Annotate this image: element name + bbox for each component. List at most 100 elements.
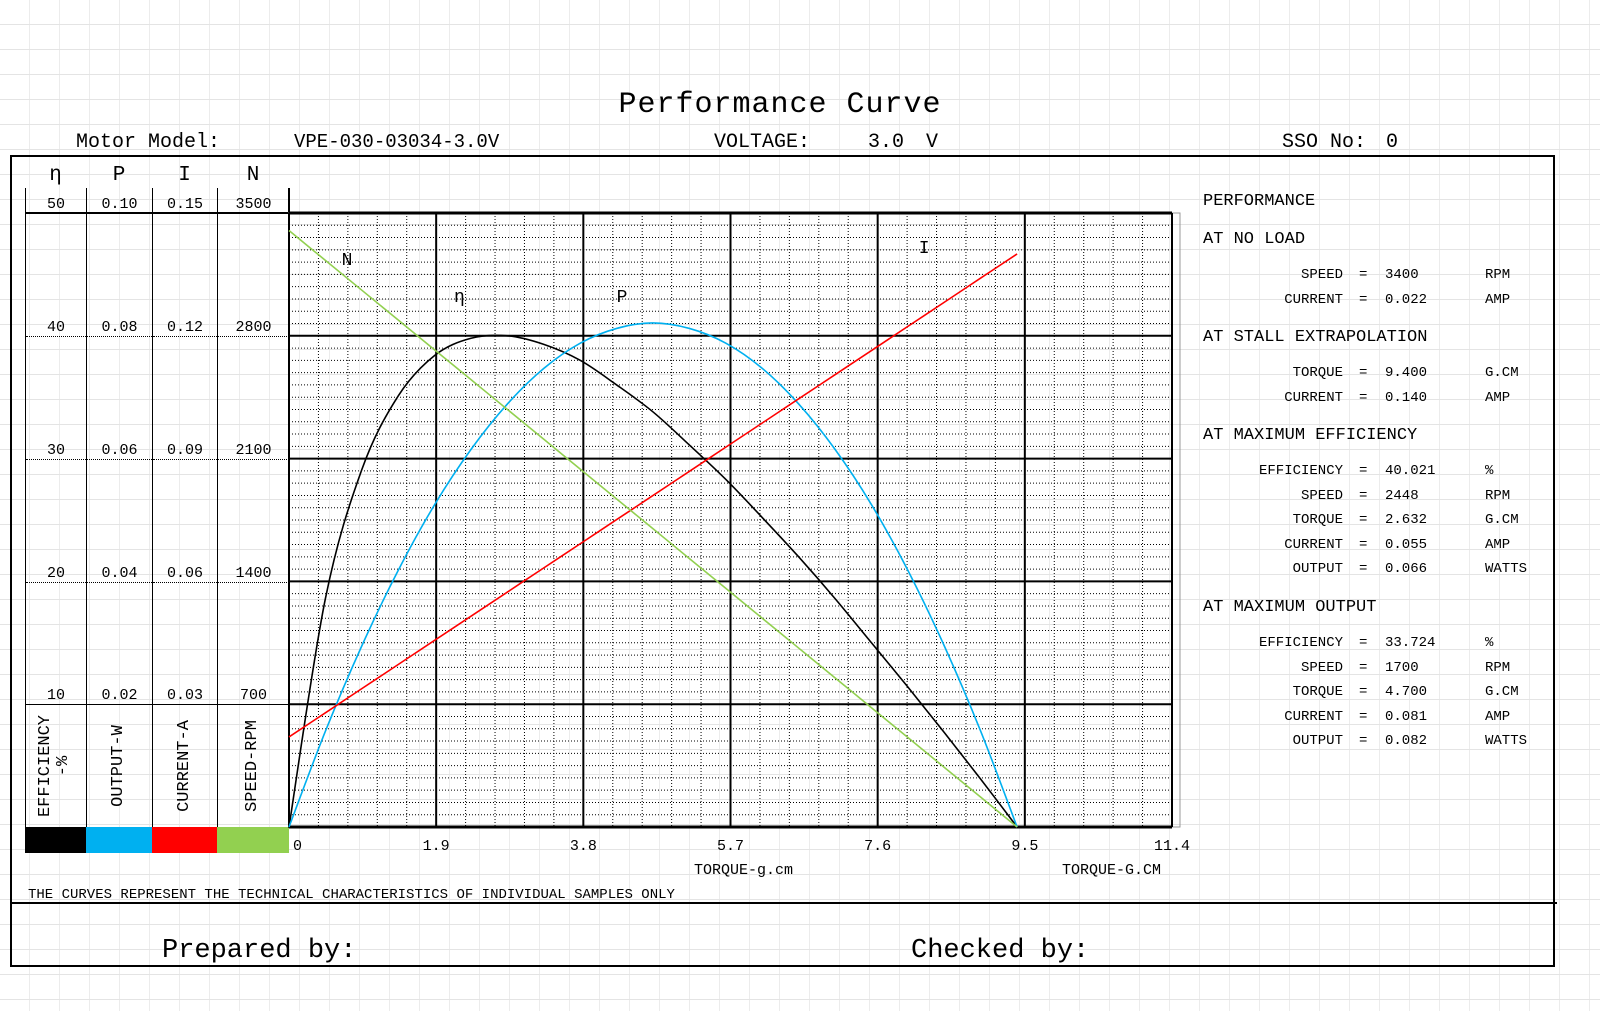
x-tick-label: 0 [293,838,302,855]
voltage-value: 3.0 [868,131,905,154]
axis-column-divider [25,188,26,827]
color-swatch-output [86,827,152,853]
prepared-by-label: Prepared by: [162,936,357,966]
section-title: AT MAXIMUM OUTPUT [1203,598,1377,617]
axis-tick-current: 0.09 [153,442,217,460]
voltage-unit: V [926,131,939,154]
x-tick-label: 9.5 [1011,838,1038,855]
series-line-output [288,322,1018,828]
metric-value: 40.021 [1385,463,1436,479]
axis-column-divider [152,188,153,827]
metric-label: SPEED [1300,267,1343,283]
axis-tick-output: 0.06 [87,442,152,460]
sso-value: 0 [1386,131,1399,154]
main-frame [10,155,1555,967]
x-tick-label: 11.4 [1154,838,1190,855]
metric-label: TORQUE [1292,512,1343,529]
sso-label: SSO No: [1282,131,1367,154]
axis-column-divider [217,188,218,827]
series-label-output: P [617,288,628,308]
metric-value: 4.700 [1385,684,1428,701]
motor-model-label: Motor Model: [76,131,221,154]
axis-column-divider [86,188,87,827]
series-label-speed: N [342,251,353,271]
metric-label: CURRENT [1284,389,1343,406]
axis-tick-efficiency: 30 [26,442,86,460]
metric-unit: RPM [1485,659,1511,676]
series-label-current: I [919,239,930,259]
voltage-label: VOLTAGE: [714,131,811,154]
metric-unit: AMP [1485,708,1511,725]
axis-tick-speed: 2100 [218,442,289,460]
x-axis-label-right: TORQUE-G.CM [1062,862,1162,879]
metric-equals: = [1359,267,1368,283]
x-tick-label: 1.9 [423,838,450,855]
metric-equals: = [1359,463,1368,479]
metric-equals: = [1359,291,1368,308]
metric-equals: = [1359,684,1368,701]
axis-top-rule [25,212,289,214]
metric-value: 2448 [1385,487,1419,504]
metric-label: CURRENT [1284,291,1343,308]
metric-value: 0.055 [1385,536,1428,553]
section-title: AT NO LOAD [1203,230,1306,249]
axis-tick-output: 0.04 [87,565,152,583]
section-title: AT MAXIMUM EFFICIENCY [1203,426,1418,445]
metric-label: OUTPUT [1292,561,1343,578]
checked-by-label: Checked by: [911,936,1090,966]
section-title: AT STALL EXTRAPOLATION [1203,328,1428,347]
x-tick-label: 7.6 [864,838,891,855]
metric-equals: = [1359,536,1368,553]
axis-tick-efficiency: 20 [26,565,86,583]
metric-equals: = [1359,561,1368,578]
metric-unit: G.CM [1485,684,1519,701]
footer-note: THE CURVES REPRESENT THE TECHNICAL CHARA… [28,887,675,903]
metric-value: 2.632 [1385,512,1428,529]
metric-value: 0.140 [1385,389,1428,406]
axis-tick-efficiency: 40 [26,319,86,337]
metric-unit: G.CM [1485,365,1519,381]
metric-equals: = [1359,365,1368,381]
axis-header-speed: N [246,164,260,187]
page-title: Performance Curve [618,88,942,122]
metric-label: TORQUE [1292,365,1343,381]
metric-unit: AMP [1485,389,1511,406]
metric-label: SPEED [1300,487,1343,504]
performance-title: PERFORMANCE [1203,192,1316,211]
metric-value: 0.022 [1385,291,1428,308]
metric-equals: = [1359,635,1368,651]
metric-unit: RPM [1485,267,1511,283]
metric-unit: WATTS [1485,561,1528,578]
metric-value: 0.066 [1385,561,1428,578]
metric-equals: = [1359,659,1368,676]
x-tick-label: 3.8 [570,838,597,855]
metric-label: CURRENT [1284,536,1343,553]
metric-unit: WATTS [1485,733,1528,750]
metric-unit: G.CM [1485,512,1519,529]
metric-label: SPEED [1300,659,1343,676]
series-line-efficiency [288,334,1018,828]
metric-value: 0.082 [1385,733,1428,750]
axis-tick-current: 0.12 [153,319,217,337]
metric-label: CURRENT [1284,708,1343,725]
metric-equals: = [1359,389,1368,406]
metric-label: OUTPUT [1292,733,1343,750]
axis-tick-output: 0.08 [87,319,152,337]
metric-unit: AMP [1485,536,1511,553]
metric-unit: RPM [1485,487,1511,504]
color-swatch-efficiency [25,827,86,853]
color-swatch-current [152,827,217,853]
metric-value: 0.081 [1385,708,1428,725]
motor-model-value: VPE-030-03034-3.0V [294,131,500,153]
metric-value: 1700 [1385,659,1419,676]
metric-value: 9.400 [1385,365,1428,381]
metric-equals: = [1359,733,1368,750]
metric-label: EFFICIENCY [1258,635,1343,651]
metric-value: 3400 [1385,267,1419,283]
axis-tick-speed: 2800 [218,319,289,337]
metric-unit: AMP [1485,291,1511,308]
color-swatch-speed [217,827,289,853]
x-tick-label: 5.7 [717,838,744,855]
